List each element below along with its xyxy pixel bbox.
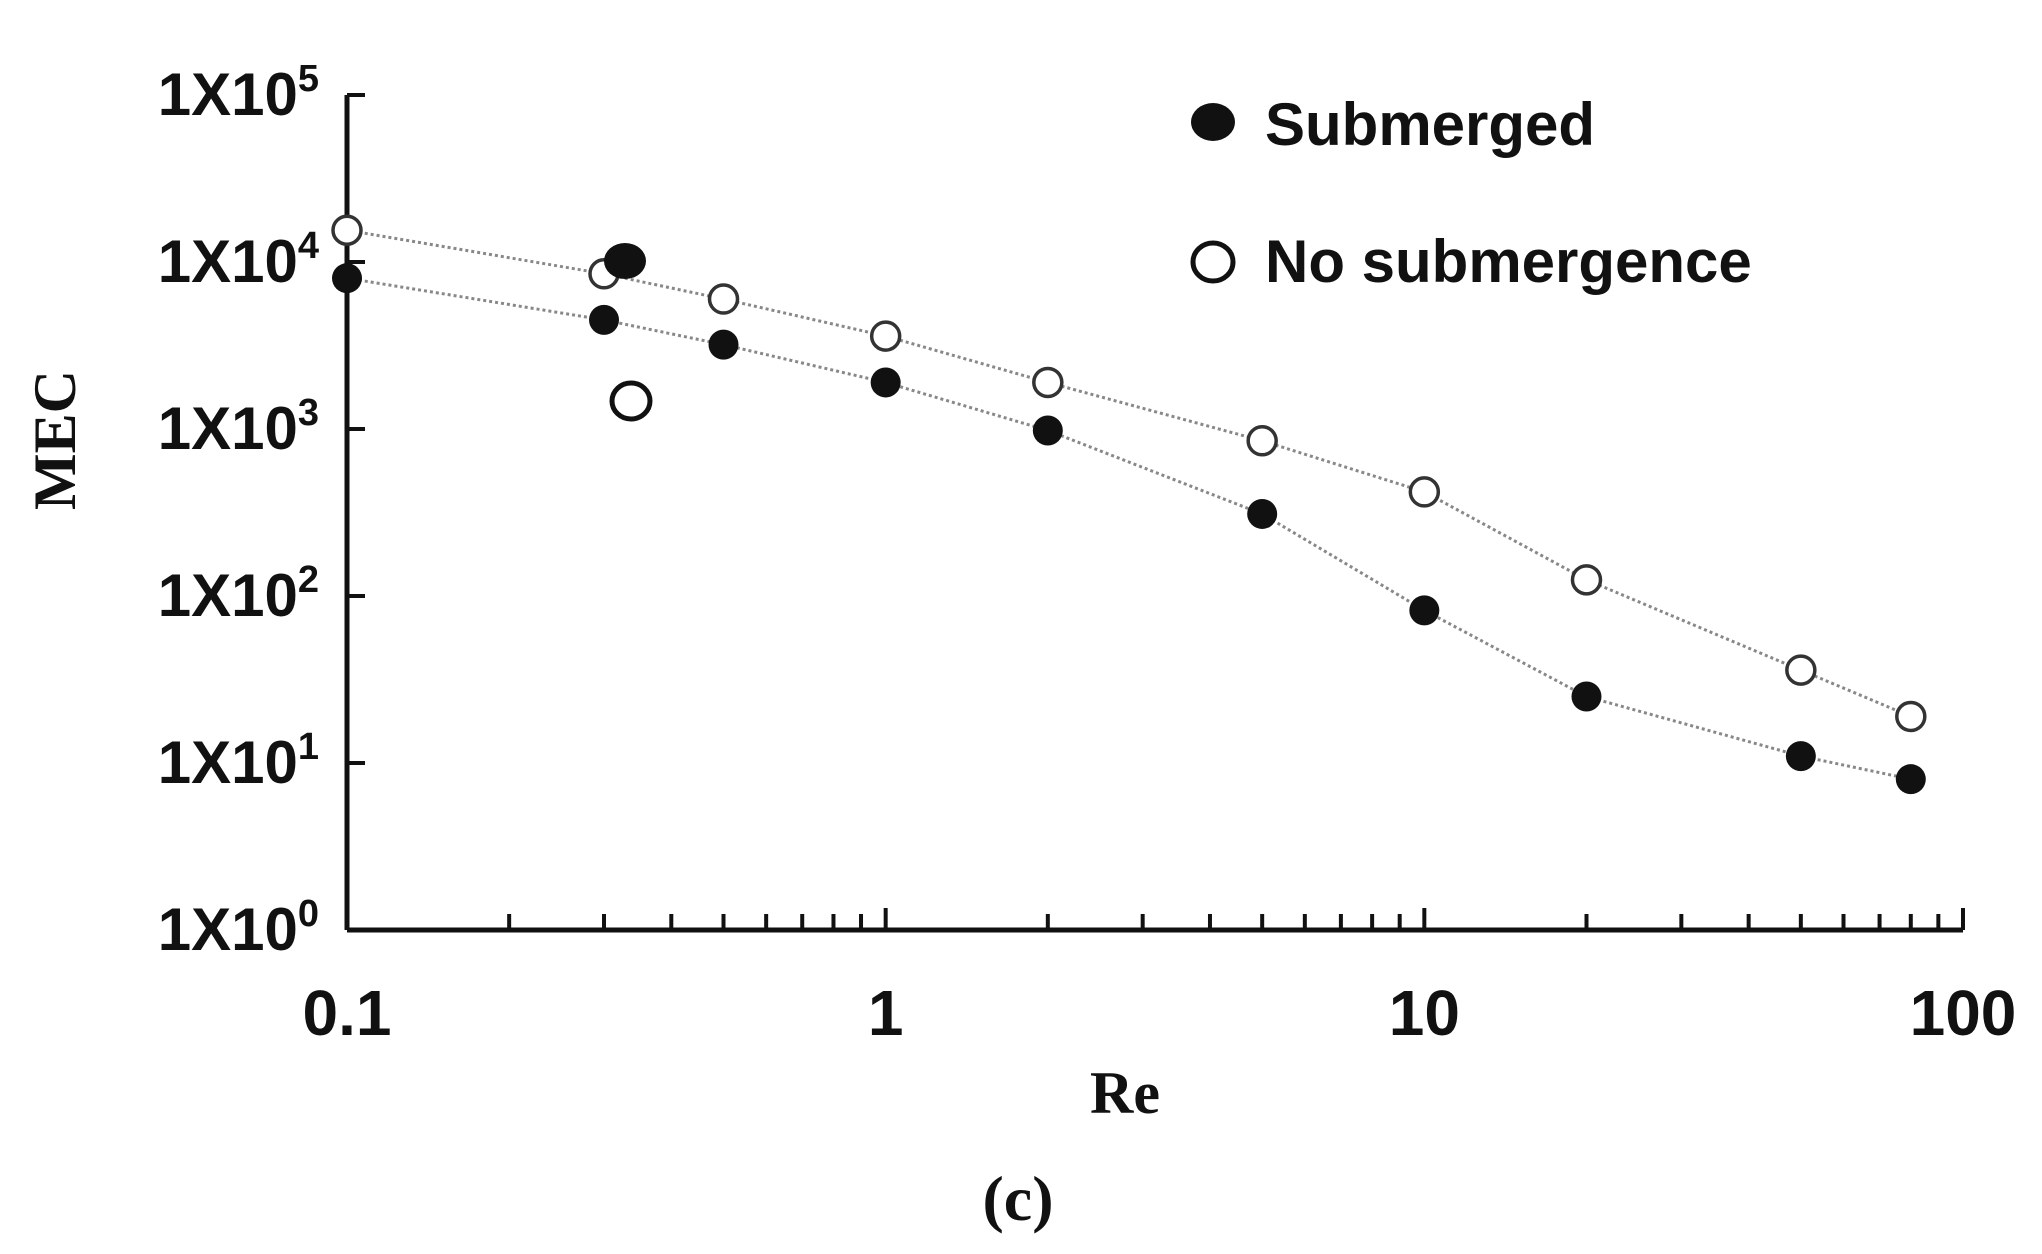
legend-entry-no-submergence: No submergence — [1190, 228, 1752, 295]
y-tick-label: 1X100 — [158, 893, 319, 963]
x-tick-label: 100 — [1910, 977, 2017, 1049]
series-line-1 — [346, 228, 1912, 718]
legend-marker-filled — [1191, 103, 1235, 141]
point-no-submergence — [1785, 654, 1817, 686]
x-tick-label: 1 — [868, 977, 904, 1049]
legend-label-submerged: Submerged — [1265, 91, 1595, 158]
point-submerged — [1895, 764, 1926, 795]
legend-label-no-submergence: No submergence — [1265, 228, 1752, 295]
y-tick-label: 1X105 — [158, 58, 319, 128]
point-submerged — [870, 367, 901, 398]
point-submerged — [1247, 498, 1278, 529]
x-tick-label: 0.1 — [303, 977, 392, 1049]
y-axis-title: MEC — [22, 370, 88, 510]
legend-marker-open — [1190, 240, 1236, 284]
extra-markers — [604, 243, 653, 422]
point-submerged — [1032, 415, 1063, 446]
legend-entry-submerged: Submerged — [1191, 91, 1595, 158]
y-tick-label: 1X102 — [158, 559, 319, 629]
figure-caption: (c) — [982, 1163, 1053, 1234]
y-tick-label: 1X103 — [158, 392, 319, 462]
axes — [344, 95, 1963, 933]
extra-filled-marker — [604, 243, 646, 279]
tick-labels: 0.1 1 10 100 1X100 1X101 1X102 1X103 1X104 1X105 — [158, 58, 2017, 1049]
point-submerged — [708, 329, 739, 360]
legend: Submerged No submergence — [1190, 91, 1752, 295]
point-no-submergence — [1570, 564, 1603, 596]
point-no-submergence — [331, 214, 363, 246]
data-points — [331, 214, 1927, 795]
point-submerged — [1785, 741, 1816, 772]
point-submerged — [332, 263, 362, 294]
series-lines — [346, 228, 1912, 781]
point-no-submergence — [707, 283, 740, 315]
point-submerged — [589, 304, 620, 335]
x-axis-title: Re — [1090, 1060, 1160, 1126]
y-tick-label: 1X101 — [158, 726, 319, 796]
point-submerged — [1409, 595, 1440, 626]
tick-marks — [345, 93, 1965, 932]
extra-open-marker — [609, 380, 653, 422]
point-no-submergence — [1895, 700, 1927, 733]
point-no-submergence — [1032, 366, 1064, 399]
point-no-submergence — [1408, 476, 1441, 508]
x-tick-label: 10 — [1389, 977, 1460, 1049]
series-line-0 — [346, 276, 1912, 781]
y-tick-label: 1X104 — [158, 225, 319, 295]
point-no-submergence — [1246, 425, 1278, 457]
point-no-submergence — [869, 320, 902, 352]
point-submerged — [1571, 681, 1602, 712]
